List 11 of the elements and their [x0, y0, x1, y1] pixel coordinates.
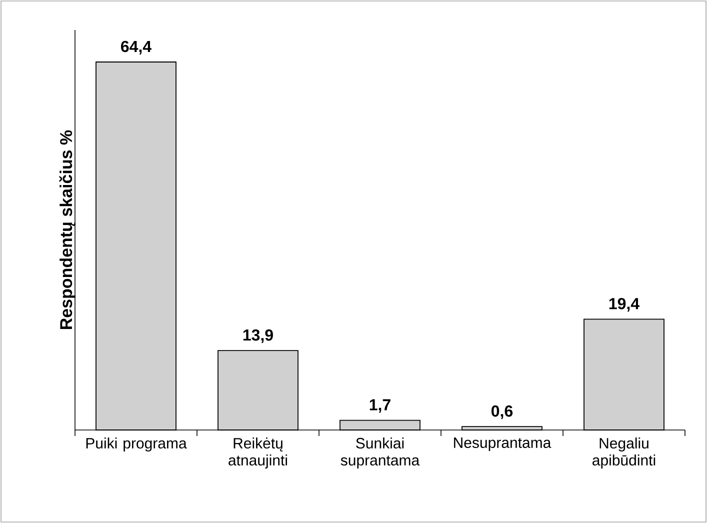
data-label: 1,7: [370, 399, 390, 413]
data-label: 19,4: [609, 298, 640, 312]
data-label: 64,4: [121, 40, 152, 54]
x-tick-label: Puiki programa: [86, 438, 187, 452]
x-tick-label: Reikėtų atnaujinti: [228, 438, 287, 469]
data-label: 0,6: [492, 405, 513, 420]
data-label: 13,9: [243, 329, 273, 344]
y-axis-title: Respondentų skaičius %: [59, 130, 76, 329]
x-tick-label: Negaliu apibūdinti: [592, 438, 656, 469]
x-tick-label: Sunkiai suprantama: [340, 438, 420, 469]
x-tick-label: Nesuprantama: [454, 438, 552, 451]
